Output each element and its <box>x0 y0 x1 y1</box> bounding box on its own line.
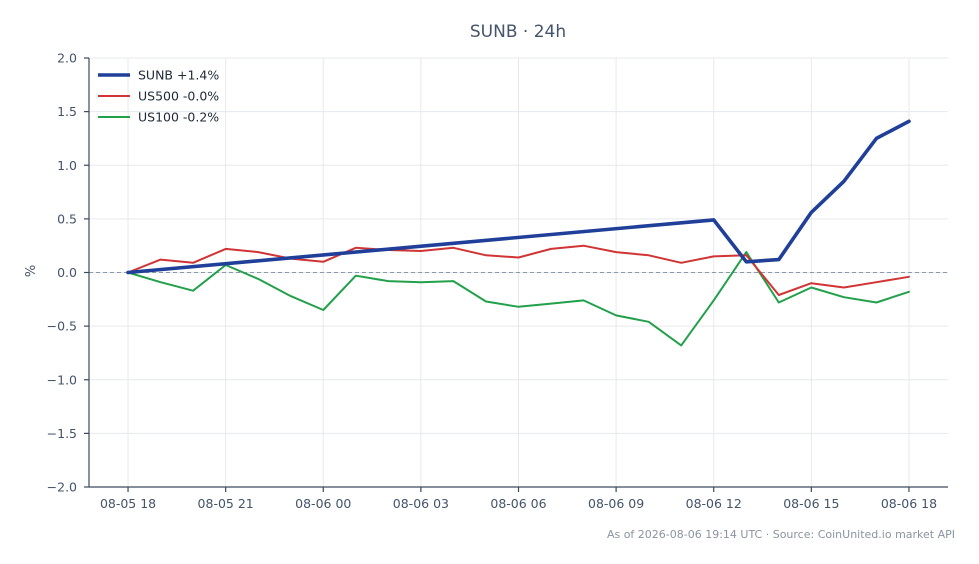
y-tick-label: 1.5 <box>57 104 77 119</box>
legend-label-1: US500 -0.0% <box>138 89 219 104</box>
source-note: As of 2026-08-06 19:14 UTC · Source: Coi… <box>607 528 955 541</box>
y-tick-label: 2.0 <box>57 51 77 66</box>
y-tick-label: −1.0 <box>47 372 77 387</box>
y-tick-label: −2.0 <box>47 480 77 495</box>
x-tick-label: 08-06 09 <box>588 496 644 511</box>
x-tick-label: 08-06 06 <box>490 496 546 511</box>
series-lines <box>126 119 911 347</box>
x-tick-label: 08-05 18 <box>100 496 156 511</box>
chart-title: SUNB · 24h <box>470 22 566 42</box>
series-line-0 <box>126 119 911 275</box>
x-tick-label: 08-06 00 <box>295 496 351 511</box>
y-tick-label: 0.0 <box>57 265 77 280</box>
legend-label-0: SUNB +1.4% <box>138 68 219 83</box>
x-tick-label: 08-05 21 <box>198 496 254 511</box>
series-line-2 <box>127 251 910 347</box>
x-tick-label: 08-06 03 <box>393 496 449 511</box>
legend: SUNB +1.4% US500 -0.0% US100 -0.2% <box>98 68 219 125</box>
x-tick-label: 08-06 18 <box>881 496 937 511</box>
x-tick-label: 08-06 15 <box>783 496 839 511</box>
legend-label-2: US100 -0.2% <box>138 110 219 125</box>
y-axis-label: % <box>24 265 39 277</box>
series-line-1 <box>127 244 910 296</box>
y-tick-label: 1.0 <box>57 158 77 173</box>
y-tick-label: 0.5 <box>57 211 77 226</box>
x-tick-label: 08-06 12 <box>686 496 742 511</box>
y-tick-label: −1.5 <box>47 426 77 441</box>
y-tick-label: −0.5 <box>47 319 77 334</box>
axes: 2.0 1.5 1.0 0.5 0.0 −0.5 −1.0 −1.5 −2.0 08-05 18 0… <box>47 51 948 511</box>
